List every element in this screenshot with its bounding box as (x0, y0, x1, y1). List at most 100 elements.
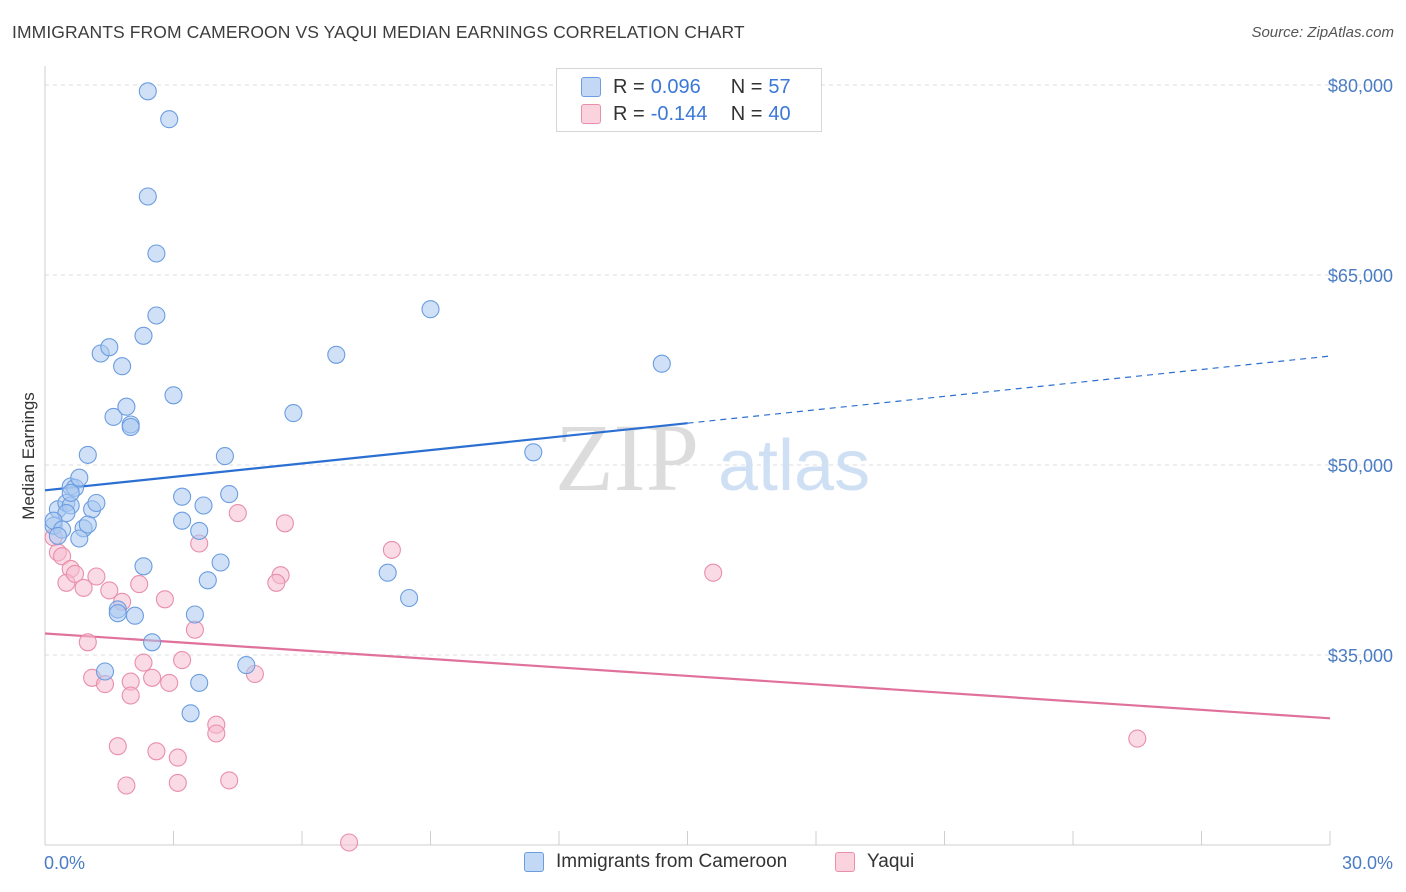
point-yaqui (53, 547, 72, 566)
point-cameroon (194, 496, 213, 515)
legend-swatch-blue (524, 852, 544, 872)
legend-row-cameroon: R = 0.096 N = 57 (581, 74, 791, 100)
point-cameroon (143, 633, 162, 652)
point-cameroon (70, 529, 89, 548)
point-yaqui (168, 773, 187, 792)
point-cameroon (237, 656, 256, 675)
point-yaqui (704, 563, 723, 582)
legend-swatch-blue (581, 77, 601, 97)
point-yaqui (130, 575, 149, 594)
point-yaqui (100, 581, 119, 600)
point-yaqui (65, 564, 85, 583)
point-cameroon (220, 485, 239, 504)
stats-legend: R = 0.096 N = 57 R = -0.144 N = 40 (556, 68, 822, 132)
point-cameroon (87, 493, 106, 513)
point-yaqui (74, 578, 93, 597)
point-cameroon (134, 326, 153, 345)
point-yaqui (228, 504, 247, 523)
point-cameroon (100, 338, 119, 357)
point-cameroon (78, 445, 97, 464)
point-cameroon (652, 354, 671, 373)
point-cameroon (190, 521, 209, 540)
point-cameroon (78, 515, 97, 534)
point-cameroon (173, 487, 192, 506)
watermark-atlas: atlas (718, 426, 870, 506)
legend-r-value: -0.144 (650, 102, 708, 125)
legend-series-name: Immigrants from Cameroon (556, 851, 788, 872)
legend-series-name: Yaqui (867, 851, 915, 872)
point-cameroon (215, 447, 234, 466)
point-cameroon (160, 110, 179, 129)
point-yaqui (117, 776, 136, 795)
point-cameroon (147, 244, 166, 263)
data-points (44, 82, 1147, 852)
point-yaqui (134, 653, 153, 672)
point-cameroon (327, 345, 346, 364)
point-cameroon (70, 468, 89, 487)
y-axis-label: Median Earnings (19, 392, 38, 520)
watermark-zip: ZIP (555, 404, 699, 511)
legend-n-label: N = (730, 102, 763, 125)
point-yaqui (173, 651, 192, 670)
point-cameroon (104, 407, 123, 426)
point-yaqui (143, 668, 162, 687)
point-cameroon (138, 187, 157, 206)
series-legend: Immigrants from Cameroon Yaqui (0, 851, 1406, 877)
point-cameroon (173, 511, 192, 530)
y-tick-label: $80,000 (1328, 76, 1393, 96)
point-cameroon (113, 357, 132, 376)
point-cameroon (284, 404, 303, 423)
y-tick-label: $65,000 (1328, 266, 1393, 286)
trend-line-yaqui (44, 632, 1331, 720)
point-yaqui (340, 833, 359, 852)
point-yaqui (185, 620, 204, 639)
point-cameroon (400, 588, 419, 608)
axes (44, 66, 1331, 846)
point-cameroon (95, 662, 115, 681)
point-yaqui (275, 514, 294, 533)
point-yaqui (155, 590, 174, 609)
x-tick-label: 0.0% (44, 853, 85, 873)
point-cameroon (211, 553, 230, 572)
y-tick-label: $50,000 (1328, 456, 1393, 476)
legend-r-value: 0.096 (650, 75, 701, 98)
point-yaqui (121, 686, 140, 705)
y-tick-label: $35,000 (1328, 646, 1393, 666)
point-yaqui (108, 737, 127, 756)
point-cameroon (147, 306, 166, 325)
point-yaqui (87, 567, 106, 586)
x-tick-label: 30.0% (1342, 853, 1393, 873)
trend-line-cameroon-extension (687, 355, 1331, 424)
point-cameroon (185, 605, 204, 624)
point-yaqui (78, 633, 97, 652)
point-cameroon (190, 673, 209, 692)
legend-row-yaqui: R = -0.144 N = 40 (581, 101, 791, 127)
point-cameroon (378, 563, 397, 582)
point-cameroon (48, 526, 67, 545)
legend-item-cameroon[interactable]: Immigrants from Cameroon (524, 851, 787, 873)
trend-line-cameroon (44, 422, 688, 492)
axis-labels: $80,000 $65,000 $50,000 $35,000 0.0% 30.0% Med… (19, 76, 1393, 873)
watermark: ZIP atlas (555, 404, 870, 511)
legend-swatch-pink (835, 852, 855, 872)
legend-swatch-pink (581, 104, 601, 124)
point-yaqui (147, 742, 166, 761)
point-yaqui (207, 724, 226, 743)
point-cameroon (108, 604, 127, 623)
point-yaqui (382, 540, 401, 559)
legend-n-value: 57 (768, 75, 791, 98)
point-cameroon (421, 300, 440, 319)
point-cameroon (121, 417, 140, 437)
legend-item-yaqui[interactable]: Yaqui (835, 851, 914, 873)
point-cameroon (181, 704, 200, 723)
chart-title: IMMIGRANTS FROM CAMEROON VS YAQUI MEDIAN… (12, 22, 745, 42)
point-cameroon (117, 397, 136, 416)
point-cameroon (138, 82, 157, 101)
legend-n-value: 40 (768, 102, 791, 125)
point-cameroon (524, 443, 543, 462)
legend-r-label: R = (613, 75, 645, 98)
point-cameroon (198, 571, 217, 590)
point-cameroon (164, 386, 183, 405)
point-cameroon (134, 557, 153, 576)
